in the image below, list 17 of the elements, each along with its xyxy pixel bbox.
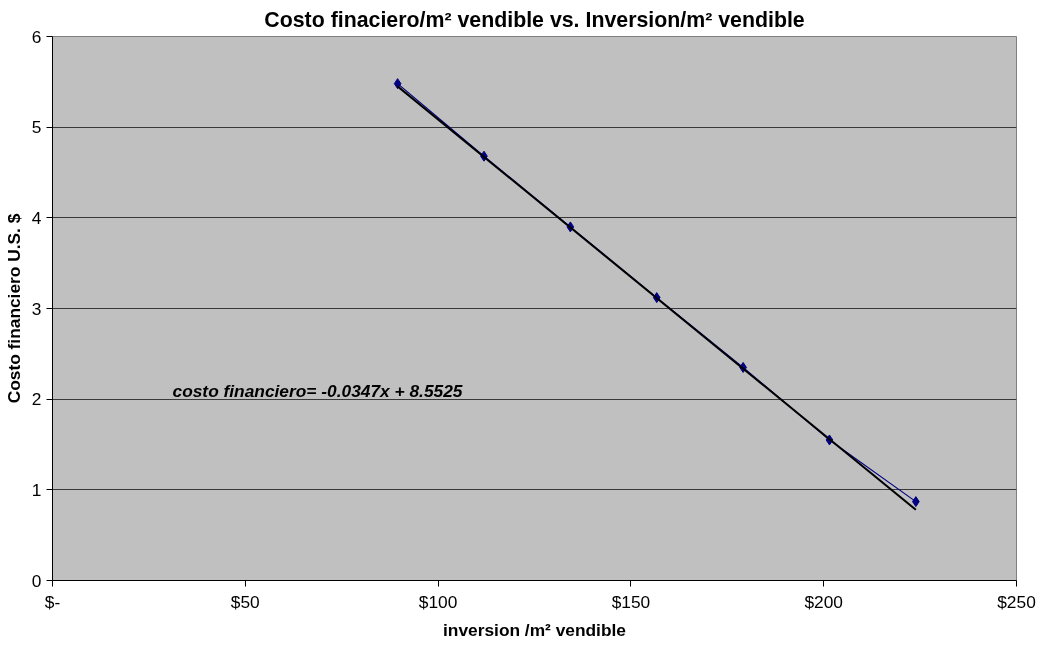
y-axis-title: Costo financiero U.S. $ <box>3 213 24 404</box>
y-tick-label: 6 <box>31 26 42 47</box>
x-tick-label: $100 <box>418 591 458 612</box>
x-tick-label: $50 <box>230 591 260 612</box>
x-tick-label: $150 <box>611 591 651 612</box>
x-axis-title: inversion /m² vendible <box>443 619 627 640</box>
x-tick-label: $- <box>44 591 61 612</box>
annotation: costo financiero= -0.0347x + 8.5525 <box>172 380 463 401</box>
y-tick-label: 2 <box>31 389 42 410</box>
x-tick-label: $250 <box>997 591 1036 612</box>
y-tick-label: 4 <box>31 207 42 228</box>
y-tick-label: 3 <box>31 298 42 319</box>
y-tick-label: 1 <box>31 479 42 500</box>
x-tick-label: $200 <box>804 591 843 612</box>
y-tick-label: 5 <box>31 117 42 138</box>
y-tick-label: 0 <box>31 570 42 591</box>
chart-title: Costo finaciero/m² vendible vs. Inversion/m² vendible <box>264 7 805 32</box>
